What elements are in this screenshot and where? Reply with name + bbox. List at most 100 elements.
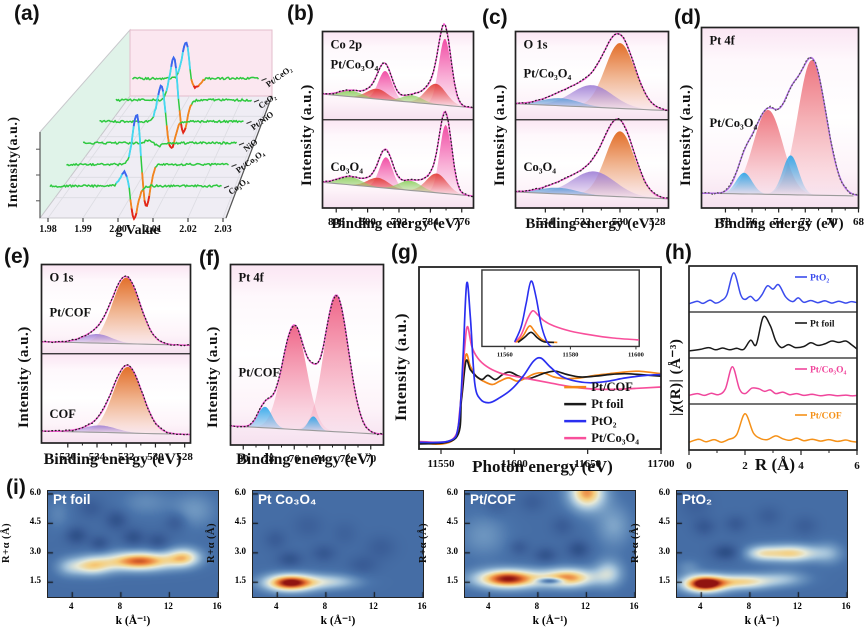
wavelet-y-tick: 3.0 <box>446 545 458 556</box>
svg-text:Pt foil: Pt foil <box>591 397 624 411</box>
svg-text:534: 534 <box>89 451 106 463</box>
svg-text:76: 76 <box>747 216 759 228</box>
wavelet-xlabel: k (Å⁻¹) <box>744 615 780 627</box>
svg-text:74: 74 <box>314 453 326 465</box>
svg-text:Pt/COF: Pt/COF <box>50 305 92 319</box>
panel-b-ylabel: Intensity (a.u.) <box>299 84 315 186</box>
wavelet-cell-pto2: R+α (Å) PtO₂ k (Å⁻¹) 1.5 3.0 4.5 6.0 4 8 12 16 <box>630 482 851 631</box>
svg-text:Pt 4f: Pt 4f <box>239 271 265 285</box>
panel-b-tag: (b) <box>287 2 314 25</box>
svg-text:530: 530 <box>147 451 164 463</box>
wavelet-x-tick: 16 <box>417 601 427 611</box>
wavelet-heatmap-canvas <box>252 490 424 598</box>
wavelet-xlabel: k (Å⁻¹) <box>532 615 568 627</box>
xps-pt4f-co3o4-chart: Pt 4f Pt/Co₃O₄ 78 76 74 72 70 68 <box>700 26 864 228</box>
svg-text:Pt/Co₃O₄: Pt/Co₃O₄ <box>810 366 846 376</box>
svg-text:1.99: 1.99 <box>74 224 92 235</box>
svg-text:Pt/Co₃O₄: Pt/Co₃O₄ <box>331 58 379 72</box>
wavelet-title: PtO₂ <box>682 492 712 507</box>
svg-text:11700: 11700 <box>648 458 675 470</box>
wavelet-x-tick: 4 <box>698 601 703 611</box>
panel-e-ylabel: Intensity (a.u.) <box>16 326 32 428</box>
panel-e-tag: (e) <box>4 245 30 268</box>
wavelet-y-tick: 6.0 <box>29 486 41 497</box>
svg-text:74: 74 <box>773 216 785 228</box>
wavelet-y-tick: 1.5 <box>658 575 670 586</box>
svg-text:O 1s: O 1s <box>524 38 548 52</box>
svg-text:Co₃O₄: Co₃O₄ <box>331 160 364 174</box>
panel-f-xlabel: Binding energy (eV) <box>236 451 374 468</box>
svg-text:11550: 11550 <box>428 458 455 470</box>
svg-text:COF: COF <box>50 407 77 421</box>
svg-text:532: 532 <box>118 451 135 463</box>
svg-text:11600: 11600 <box>501 458 528 470</box>
panel-e-xlabel: Binding energy (eV) <box>43 451 182 468</box>
panel-a-epr: (a) Pt/CeO₂ CeO₂ Pt/NiO NiO Pt/Co₃O₄ Co₃O₄ 1.9… <box>0 0 294 238</box>
svg-text:528: 528 <box>176 451 193 463</box>
wavelet-y-tick: 3.0 <box>234 545 246 556</box>
svg-text:78: 78 <box>720 216 732 228</box>
xanes-chart: 11550 11600 11650 11700 Pt/COF Pt foil PtO₂ Pt/… <box>418 266 675 470</box>
panel-d-ylabel: Intensity (a.u.) <box>678 84 694 186</box>
svg-text:2.00: 2.00 <box>109 224 127 235</box>
svg-text:800: 800 <box>359 216 376 228</box>
panel-c-xps-o1s: (c) Intensity (a.u.) O 1s Pt/Co₃O₄ Co₃O₄ 53… <box>480 0 672 237</box>
wavelet-title: Pt/COF <box>470 492 516 507</box>
svg-text:Pt/COF: Pt/COF <box>239 365 281 379</box>
wavelet-x-tick: 8 <box>322 601 328 611</box>
wavelet-x-tick: 12 <box>580 601 590 611</box>
svg-text:78: 78 <box>263 453 275 465</box>
svg-text:80: 80 <box>238 453 250 465</box>
svg-text:776: 776 <box>453 216 470 228</box>
panel-c-ylabel: Intensity (a.u.) <box>492 84 508 186</box>
panel-a-xlabel: g Value <box>115 223 160 238</box>
panel-g-xanes: (g) Intensity (a.u.) 11550 11600 11650 1170… <box>385 237 675 477</box>
svg-text:PtO₂: PtO₂ <box>591 414 617 428</box>
wavelet-y-tick: 6.0 <box>446 486 458 497</box>
svg-text:Pt foil: Pt foil <box>810 320 835 330</box>
svg-text:70: 70 <box>365 453 377 465</box>
panel-g-xlabel: Photon energy (eV) <box>472 457 613 476</box>
wavelet-y-tick: 4.5 <box>234 516 246 527</box>
wavelet-cell-pt-co3o4: R+α (Å) Pt Co₃O₄ k (Å⁻¹) 1.5 3.0 4.5 6.0 4 8 1… <box>206 482 427 631</box>
panel-c-xlabel: Binding energy (eV) <box>525 216 655 232</box>
panel-i-tag: (i) <box>6 476 26 499</box>
wavelet-y-tick: 1.5 <box>234 575 246 586</box>
panel-h-xlabel: R (Å) <box>754 455 796 474</box>
wavelet-x-tick: 8 <box>746 601 752 611</box>
xps-o1s-cof-chart: O 1s Pt/COF COF 536 534 532 530 528 <box>40 263 193 463</box>
svg-text:4: 4 <box>798 460 804 472</box>
svg-text:528: 528 <box>649 216 666 228</box>
wavelet-y-tick: 1.5 <box>446 575 458 586</box>
svg-text:76: 76 <box>289 453 301 465</box>
xps-pt4f-cof-chart: Pt 4f Pt/COF 80 78 76 74 72 70 <box>229 263 385 465</box>
wavelet-x-tick: 8 <box>534 601 540 611</box>
svg-text:Pt/COF: Pt/COF <box>591 380 633 394</box>
wavelet-x-tick: 4 <box>274 601 279 611</box>
panel-d-tag: (d) <box>674 6 701 29</box>
svg-text:536: 536 <box>60 451 77 463</box>
svg-text:Pt/Co₃O₄: Pt/Co₃O₄ <box>524 66 572 80</box>
wavelet-y-tick: 6.0 <box>658 486 670 497</box>
panel-b-xlabel: Binding energy (eV) <box>331 216 461 232</box>
svg-text:70: 70 <box>826 216 838 228</box>
wavelet-title: Pt foil <box>53 492 91 507</box>
panel-a-ylabel: Intensity(a.u.) <box>6 116 21 209</box>
svg-text:72: 72 <box>340 453 352 465</box>
svg-text:11650: 11650 <box>574 458 601 470</box>
wavelet-heatmap-canvas <box>676 490 848 598</box>
svg-text:Pt/Co₃O₄: Pt/Co₃O₄ <box>591 431 639 445</box>
xps-o1s-chart: O 1s Pt/Co₃O₄ Co₃O₄ 534 532 530 528 <box>514 30 670 228</box>
wavelet-y-tick: 6.0 <box>234 486 246 497</box>
wavelet-x-tick: 16 <box>629 601 639 611</box>
wavelet-x-tick: 12 <box>368 601 378 611</box>
wavelet-xlabel: k (Å⁻¹) <box>320 615 356 627</box>
panel-f-tag: (f) <box>199 247 220 270</box>
svg-text:72: 72 <box>800 216 812 228</box>
svg-text:6: 6 <box>854 460 860 472</box>
svg-text:784: 784 <box>422 216 439 228</box>
svg-text:Pt/Co₃O₄: Pt/Co₃O₄ <box>710 116 758 130</box>
panel-f-ylabel: Intensity (a.u.) <box>205 326 221 428</box>
